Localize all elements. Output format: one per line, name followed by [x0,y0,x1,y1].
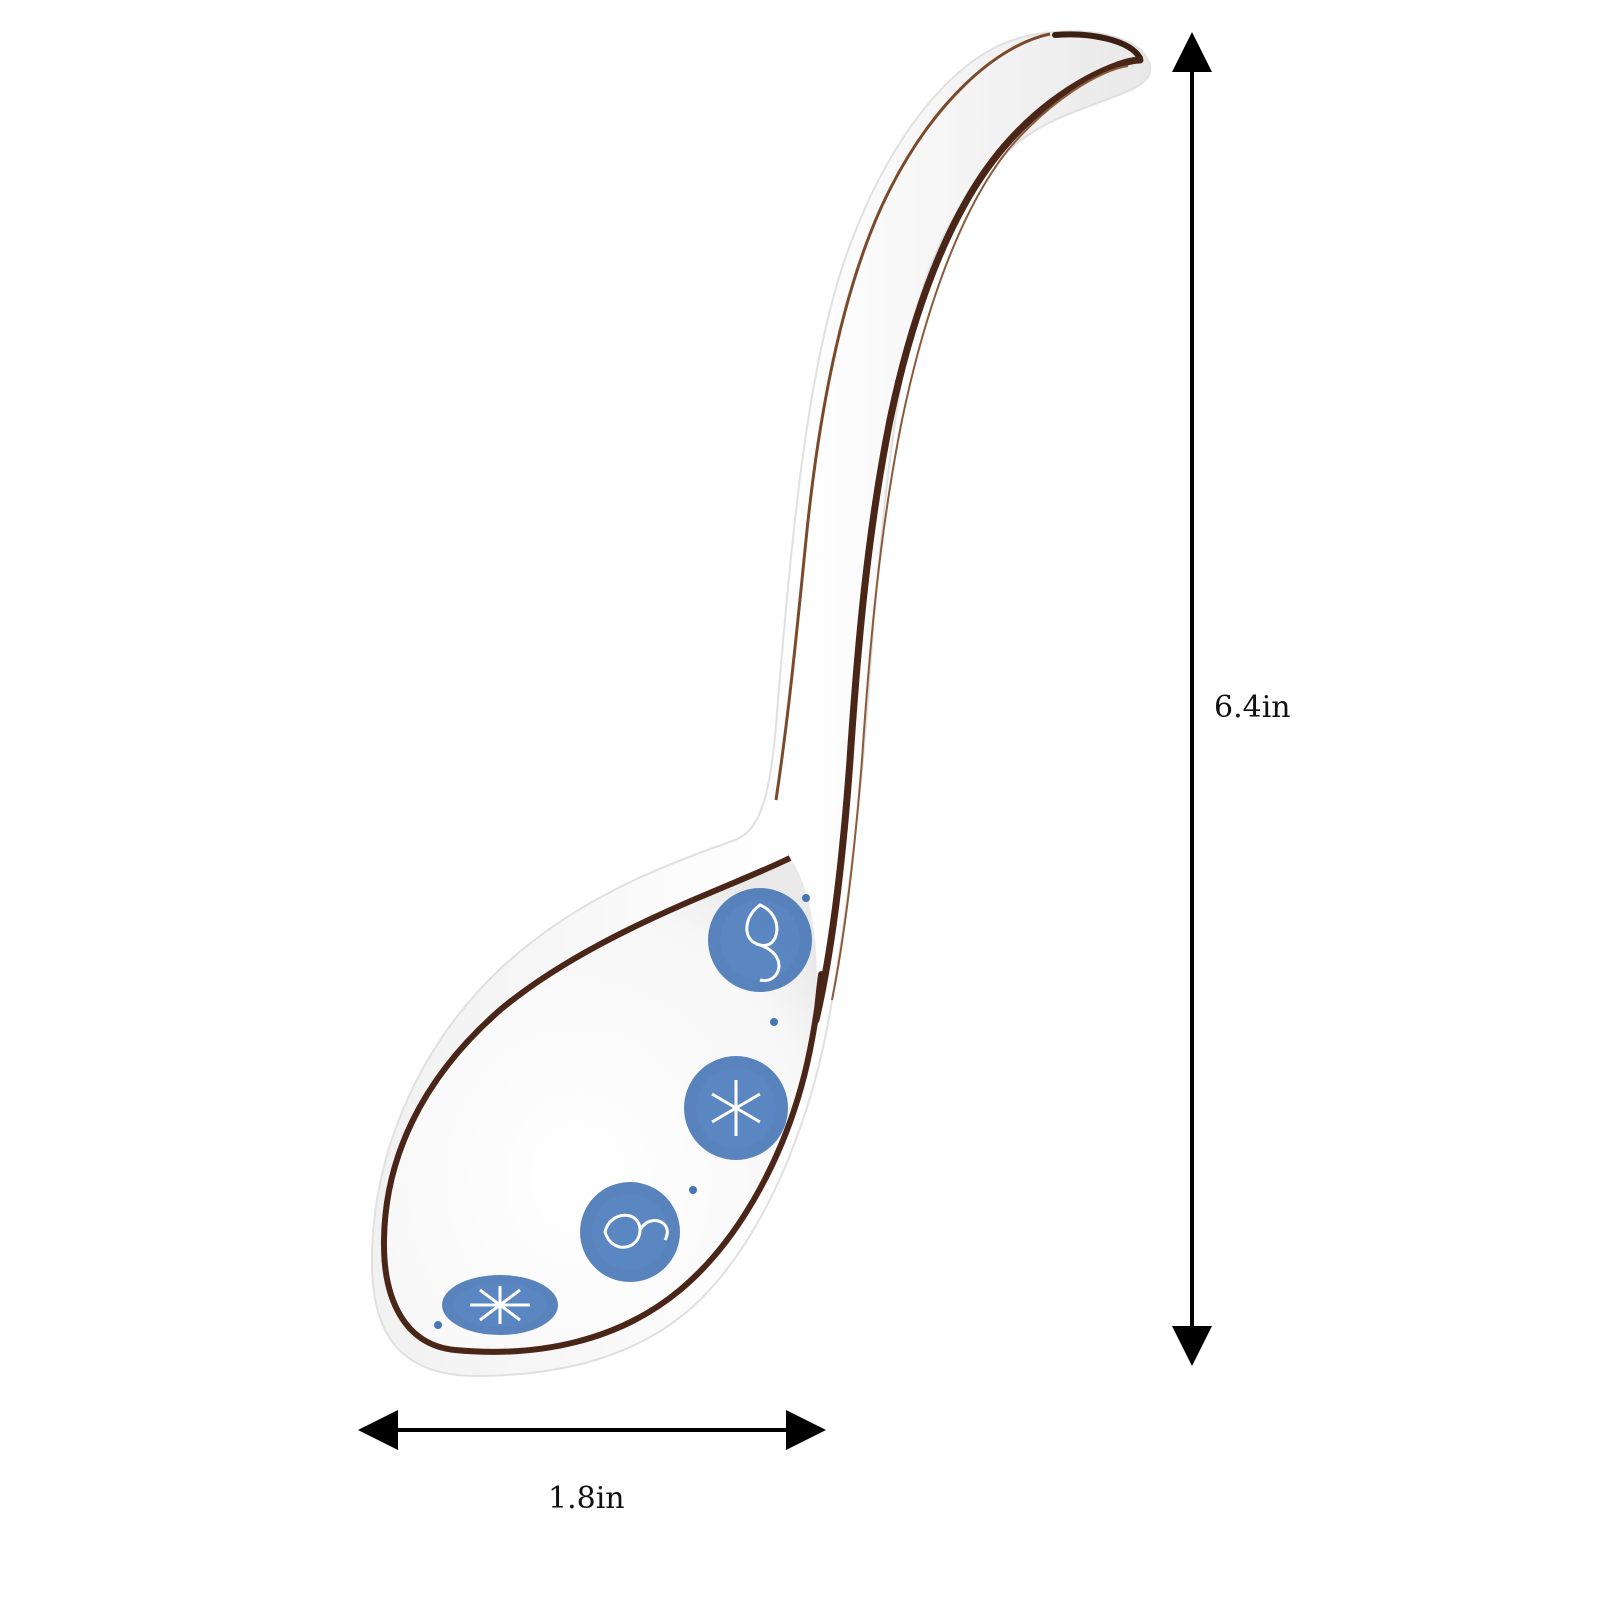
height-dimension-label: 6.4in [1214,690,1291,725]
handle-rim-top [1052,31,1143,61]
width-dimension-label: 1.8in [548,1481,625,1516]
spoon-bowl-interior [383,858,817,1352]
handle-rim-inner [812,56,1144,1024]
blue-flower-pattern [434,888,812,1335]
spoon-bowl-rim [380,855,825,1355]
handle-rim-inner-highlight [831,65,1129,1001]
handle-rim-outer [774,32,1051,801]
